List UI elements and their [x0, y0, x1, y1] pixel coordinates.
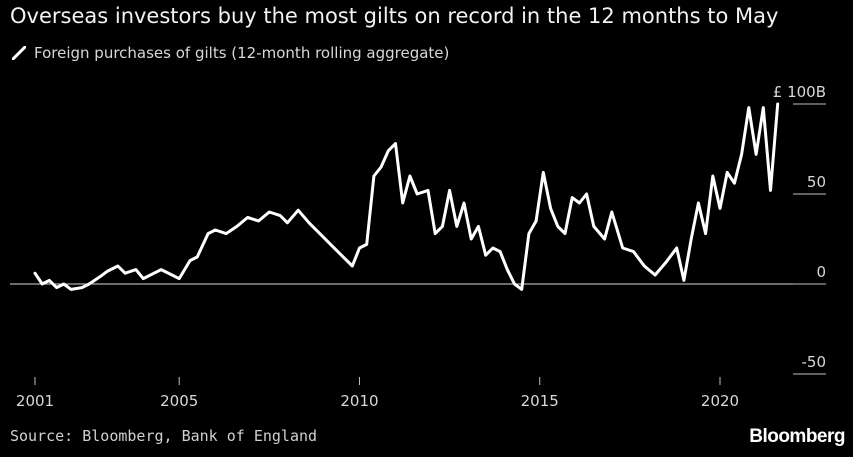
chart-title: Overseas investors buy the most gilts on… [10, 4, 779, 28]
y-tick-label: -50 [802, 353, 827, 371]
x-tick-label: 2020 [701, 392, 739, 410]
y-tick-label: 0 [816, 263, 826, 281]
x-tick-label: 2015 [521, 392, 559, 410]
x-tick-label: 2005 [160, 392, 198, 410]
source-note: Source: Bloomberg, Bank of England [10, 427, 318, 445]
y-tick-label: £ 100B [773, 83, 826, 101]
series-line [33, 102, 780, 291]
legend-label: Foreign purchases of gilts (12-month rol… [34, 44, 450, 62]
legend-line-icon [12, 46, 26, 60]
legend: Foreign purchases of gilts (12-month rol… [12, 44, 449, 62]
x-tick-label: 2010 [340, 392, 378, 410]
bloomberg-logo: Bloomberg [749, 426, 845, 447]
y-tick-label: 50 [807, 173, 826, 191]
x-tick-label: 2001 [16, 392, 54, 410]
